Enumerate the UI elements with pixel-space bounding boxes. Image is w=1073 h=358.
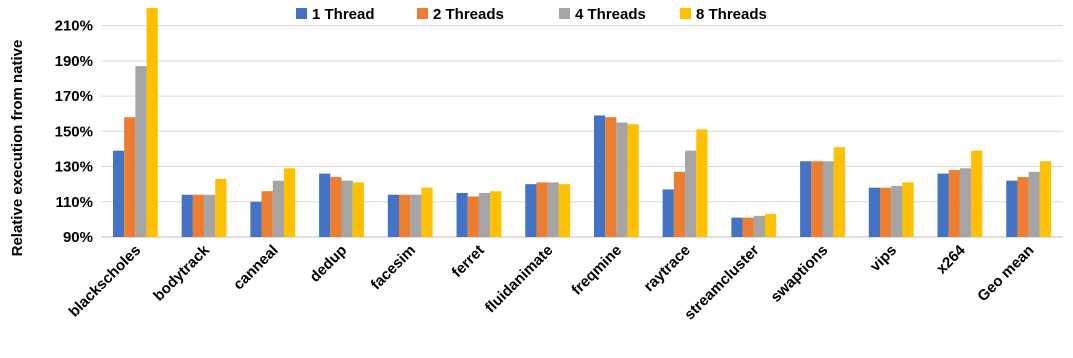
bar: [891, 185, 903, 237]
y-tick-label: 110%: [55, 194, 93, 211]
x-tick-label: swaptions: [767, 242, 831, 306]
bar: [880, 187, 892, 237]
legend: 1 Thread 2 Threads 4 Threads 8 Threads: [296, 6, 767, 23]
y-tick-label: 130%: [55, 159, 93, 176]
bar: [261, 191, 273, 237]
bar: [742, 217, 754, 237]
bar: [662, 189, 674, 237]
bar: [387, 194, 400, 237]
x-tick-label: blackscholes: [66, 242, 145, 321]
legend-swatch: [559, 8, 570, 19]
bar: [547, 182, 559, 237]
bar: [948, 170, 960, 237]
bar: [192, 194, 205, 237]
legend-label: 4 Threads: [575, 6, 646, 23]
bar: [478, 192, 491, 237]
bar: [146, 8, 158, 237]
legend-swatch: [417, 8, 428, 19]
bar: [250, 201, 262, 237]
y-tick-label: 150%: [55, 123, 93, 140]
bar: [525, 184, 537, 237]
bar: [215, 178, 227, 237]
bar: [421, 187, 433, 237]
legend-swatch: [680, 8, 691, 19]
legend-label: 1 Thread: [312, 6, 375, 23]
y-tick-label: 170%: [55, 88, 93, 105]
bar: [937, 173, 949, 237]
x-tick-label: ferret: [449, 242, 488, 281]
bar: [833, 147, 845, 237]
bar: [673, 171, 686, 237]
bar: [959, 168, 972, 237]
bar: [868, 187, 881, 237]
bar: [822, 161, 834, 237]
legend-swatch: [296, 8, 307, 19]
x-tick-label: vips: [867, 242, 900, 275]
bar: [181, 194, 193, 237]
bar: [330, 177, 342, 237]
bar: [753, 215, 765, 237]
y-tick-label: 210%: [55, 18, 93, 35]
bar: [902, 182, 914, 237]
bar: [800, 161, 812, 237]
bar: [456, 192, 468, 237]
x-axis-labels: blackscholes bodytrack canneal dedup facesim…: [66, 241, 1038, 323]
y-axis-ticks: 90% 110% 130% 150% 170% 190% 210%: [55, 18, 93, 246]
bar: [352, 182, 364, 237]
x-tick-label: fluidanimate: [482, 242, 557, 317]
legend-label: 8 Threads: [696, 6, 767, 23]
bar: [124, 117, 136, 237]
bar: [135, 66, 147, 237]
bar: [558, 184, 571, 237]
bar: [272, 180, 284, 237]
y-tick-label: 190%: [55, 53, 93, 70]
bar: [1028, 171, 1040, 237]
bar: [616, 122, 628, 237]
bar: [1039, 161, 1052, 237]
bar: [410, 194, 422, 237]
bar: [696, 129, 708, 237]
x-tick-label: canneal: [230, 242, 282, 294]
bar: [627, 124, 639, 237]
x-tick-label: Geo mean: [974, 242, 1037, 305]
y-axis-title: Relative execution from native: [9, 40, 26, 257]
bar: [536, 182, 548, 237]
x-tick-label: dedup: [306, 242, 350, 286]
bars: [112, 8, 1052, 237]
bar: [341, 180, 353, 237]
bar: [811, 161, 823, 237]
bar: [112, 150, 125, 237]
bar: [399, 194, 411, 237]
bar: [685, 150, 697, 237]
bar: [490, 191, 502, 237]
x-tick-label: raytrace: [641, 242, 694, 295]
bar: [593, 115, 606, 237]
bar: [1006, 180, 1018, 237]
bar: [467, 196, 479, 237]
bar: [319, 173, 331, 237]
bar: [764, 214, 777, 237]
x-tick-label: freqmine: [568, 242, 625, 299]
gridlines: [101, 25, 1063, 238]
x-tick-label: bodytrack: [150, 241, 213, 304]
x-tick-label: x264: [933, 241, 969, 277]
legend-label: 2 Threads: [433, 6, 504, 23]
bar: [971, 150, 983, 237]
bar: [731, 217, 743, 237]
y-tick-label: 90%: [63, 229, 93, 246]
bar: [283, 168, 296, 237]
bar: [204, 194, 216, 237]
x-tick-label: facesim: [368, 242, 420, 294]
bar: [605, 117, 617, 237]
bar: [1017, 177, 1029, 237]
